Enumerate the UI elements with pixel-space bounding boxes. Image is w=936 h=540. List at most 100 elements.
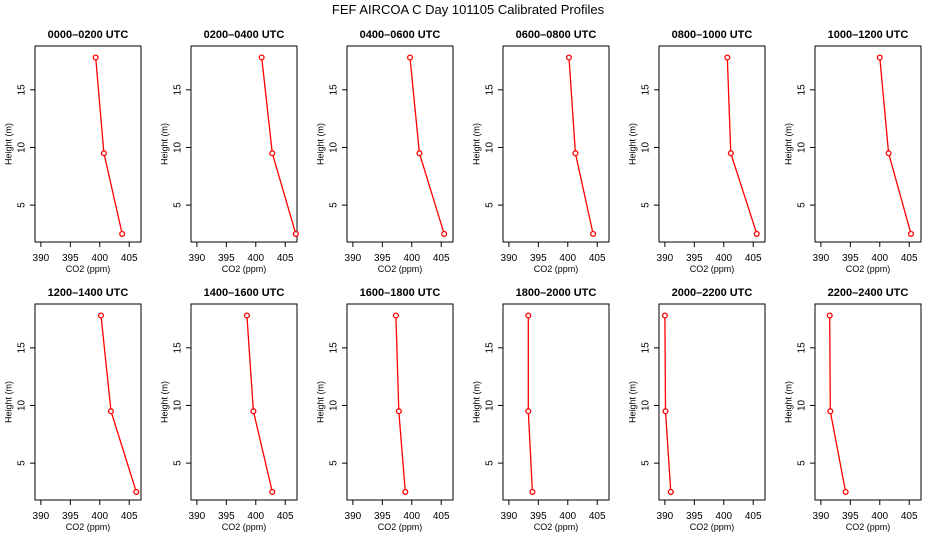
panel-11: 2200–2400 UTC 390 395 400 405 CO2 (ppm) 5 10 15 H… <box>783 287 922 532</box>
y-tick-label: 10 <box>797 141 808 153</box>
y-tick-label: 15 <box>17 84 28 96</box>
profile-point <box>402 488 409 495</box>
x-tick-label: 390 <box>33 253 50 264</box>
x-tick-label: 395 <box>686 511 703 522</box>
y-tick-label: 5 <box>485 460 496 466</box>
y-tick-label: 15 <box>485 84 496 96</box>
panel-7: 1400–1600 UTC 390 395 400 405 CO2 (ppm) 5 10 15 H… <box>159 287 298 532</box>
profile-line <box>568 57 594 235</box>
profile-point <box>667 488 674 495</box>
panel-1: 0200–0400 UTC 390 395 400 405 CO2 (ppm) 5 10 15 H… <box>159 29 299 274</box>
x-tick-label: 390 <box>813 511 830 522</box>
plot-frame <box>658 303 766 501</box>
profile-point <box>292 230 299 237</box>
panel-title: 1200–1400 UTC <box>48 287 129 299</box>
profile-line <box>95 57 123 235</box>
profile-point <box>441 230 448 237</box>
profile-line <box>879 57 912 235</box>
x-axis-label: CO2 (ppm) <box>690 522 735 532</box>
y-tick-label: 5 <box>173 460 184 466</box>
y-axis-label: Height (m) <box>159 123 169 165</box>
y-tick-label: 5 <box>641 460 652 466</box>
x-tick-label: 390 <box>501 253 518 264</box>
x-tick-label: 400 <box>871 253 888 264</box>
plot-frame <box>346 45 454 243</box>
y-tick-label: 5 <box>485 202 496 208</box>
x-tick-label: 400 <box>715 253 732 264</box>
y-tick-label: 5 <box>17 460 28 466</box>
y-axis-label: Height (m) <box>315 381 325 423</box>
y-axis-label: Height (m) <box>783 381 793 423</box>
plot-frame <box>502 45 610 243</box>
panel-4: 0800–1000 UTC 390 395 400 405 CO2 (ppm) 5 10 15 H… <box>627 29 766 274</box>
y-axis-label: Height (m) <box>627 381 637 423</box>
x-tick-label: 395 <box>842 511 859 522</box>
y-tick-label: 5 <box>797 460 808 466</box>
x-tick-label: 395 <box>374 511 391 522</box>
y-tick-label: 10 <box>641 399 652 411</box>
y-axis-label: Height (m) <box>627 123 637 165</box>
figure-title: FEF AIRCOA C Day 101105 Calibrated Profi… <box>331 2 605 17</box>
x-tick-label: 390 <box>813 253 830 264</box>
x-tick-label: 400 <box>247 253 264 264</box>
panel-title: 0800–1000 UTC <box>672 29 753 41</box>
x-tick-label: 400 <box>559 511 576 522</box>
profile-line <box>261 57 297 235</box>
x-tick-label: 390 <box>189 253 206 264</box>
profile-point <box>269 150 276 157</box>
x-tick-label: 405 <box>433 253 450 264</box>
x-tick-label: 405 <box>121 511 138 522</box>
x-axis-label: CO2 (ppm) <box>222 264 267 274</box>
profile-point <box>406 54 414 61</box>
x-tick-label: 405 <box>277 253 294 264</box>
x-tick-label: 405 <box>433 511 450 522</box>
panel-6: 1200–1400 UTC 390 395 400 405 CO2 (ppm) 5 10 15 H… <box>3 287 142 532</box>
profile-line <box>246 315 273 493</box>
profile-point <box>119 230 126 237</box>
x-tick-label: 400 <box>559 253 576 264</box>
x-tick-label: 395 <box>530 253 547 264</box>
profile-line <box>409 57 445 235</box>
x-tick-label: 395 <box>62 253 79 264</box>
plot-frame <box>34 303 142 501</box>
x-tick-label: 395 <box>218 253 235 264</box>
x-tick-label: 405 <box>745 253 762 264</box>
profile-point <box>724 54 731 61</box>
profile-point <box>572 150 579 157</box>
x-tick-label: 390 <box>501 511 518 522</box>
x-tick-label: 405 <box>277 511 294 522</box>
y-axis-label: Height (m) <box>3 381 13 423</box>
profile-line <box>829 315 847 493</box>
plot-frame <box>502 303 610 501</box>
panel-title: 1800–2000 UTC <box>516 287 597 299</box>
panel-title: 0600–0800 UTC <box>516 29 597 41</box>
y-tick-label: 5 <box>797 202 808 208</box>
profile-point <box>269 488 276 495</box>
x-tick-label: 395 <box>62 511 79 522</box>
x-axis-label: CO2 (ppm) <box>534 264 579 274</box>
panel-title: 0200–0400 UTC <box>204 29 285 41</box>
panel-9: 1800–2000 UTC 390 395 400 405 CO2 (ppm) 5 10 15 H… <box>471 287 610 532</box>
profile-point <box>258 54 265 61</box>
plot-frame <box>190 303 298 501</box>
x-tick-label: 405 <box>589 511 606 522</box>
panel-10: 2000–2200 UTC 390 395 400 405 CO2 (ppm) 5 10 15 H… <box>627 287 766 532</box>
y-tick-label: 5 <box>329 202 340 208</box>
x-tick-label: 390 <box>189 511 206 522</box>
y-axis-label: Height (m) <box>159 381 169 423</box>
y-tick-label: 10 <box>329 399 340 411</box>
x-tick-label: 400 <box>871 511 888 522</box>
y-tick-label: 10 <box>173 141 184 153</box>
x-tick-label: 395 <box>374 253 391 264</box>
profile-point <box>250 408 257 415</box>
profile-point <box>395 408 402 415</box>
profile-line <box>664 315 672 492</box>
profile-point <box>92 54 99 61</box>
y-axis-label: Height (m) <box>3 123 13 165</box>
x-tick-label: 390 <box>345 511 362 522</box>
plot-frame <box>814 303 922 501</box>
y-tick-label: 10 <box>329 141 340 153</box>
x-axis-label: CO2 (ppm) <box>222 522 267 532</box>
x-tick-label: 400 <box>403 253 420 264</box>
